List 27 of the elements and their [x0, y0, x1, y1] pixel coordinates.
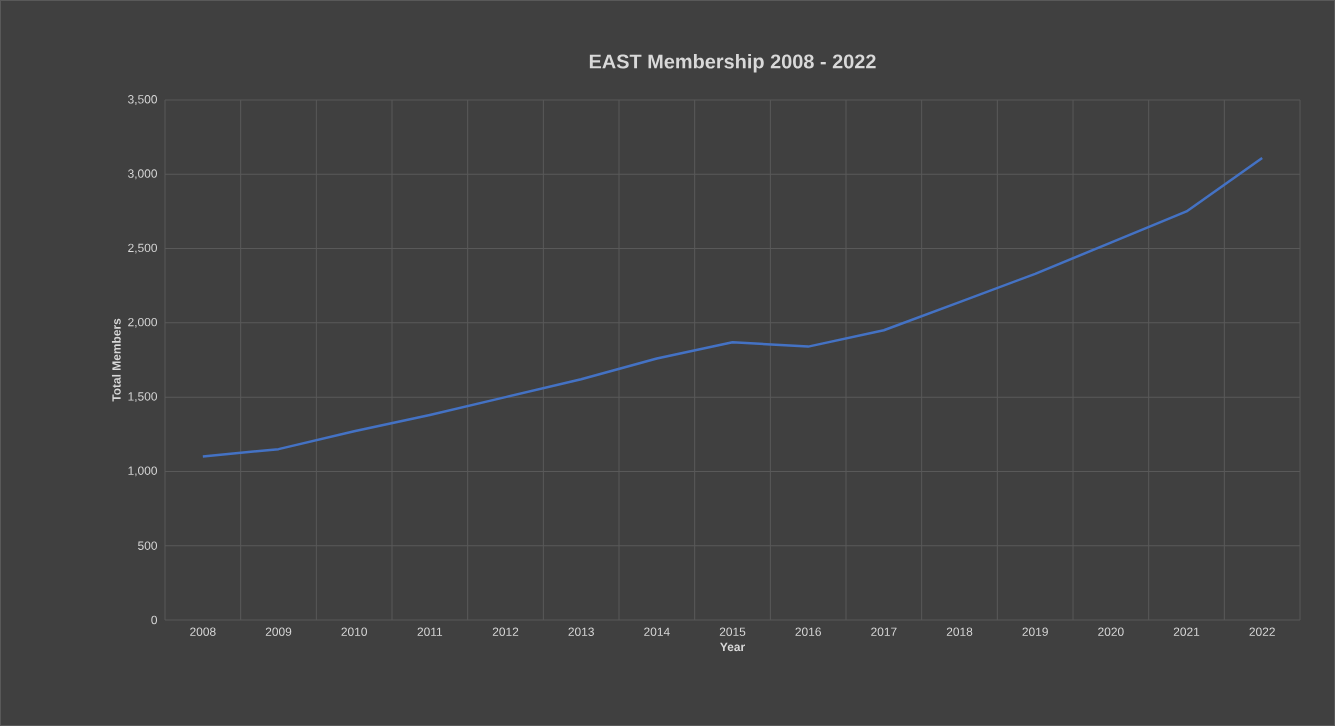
x-tick-label: 2014: [644, 627, 670, 636]
x-tick-label: 2021: [1173, 627, 1200, 636]
y-tick-label: 2,500: [128, 243, 158, 254]
x-axis-title: Year: [720, 642, 745, 652]
y-tick-label: 1,000: [128, 466, 158, 477]
y-tick-label: 3,500: [128, 95, 158, 105]
y-tick-label: 2,000: [128, 317, 158, 328]
x-tick-label: 2013: [568, 627, 594, 636]
y-tick-label: 1,500: [128, 392, 158, 403]
x-tick-label: 2022: [1249, 627, 1275, 636]
x-tick-label: 2015: [719, 627, 746, 636]
x-tick-label: 2017: [871, 627, 897, 636]
x-tick-label: 2008: [190, 627, 216, 636]
x-tick-label: 2020: [1098, 627, 1124, 636]
line-series: [201, 156, 1264, 458]
x-tick-label: 2009: [265, 627, 292, 636]
x-tick-label: 2018: [946, 627, 973, 636]
x-tick-label: 2010: [341, 627, 367, 636]
x-tick-label: 2016: [795, 627, 821, 636]
x-tick-label: 2012: [492, 627, 519, 636]
y-tick-label: 0: [151, 615, 158, 625]
y-tick-label: 3,000: [128, 169, 158, 180]
y-axis-title: Total Members: [111, 318, 121, 402]
y-tick-label: 500: [138, 541, 158, 550]
x-tick-label: 2011: [417, 627, 443, 636]
chart-title: EAST Membership 2008 - 2022: [589, 53, 876, 73]
x-tick-label: 2019: [1022, 627, 1048, 636]
